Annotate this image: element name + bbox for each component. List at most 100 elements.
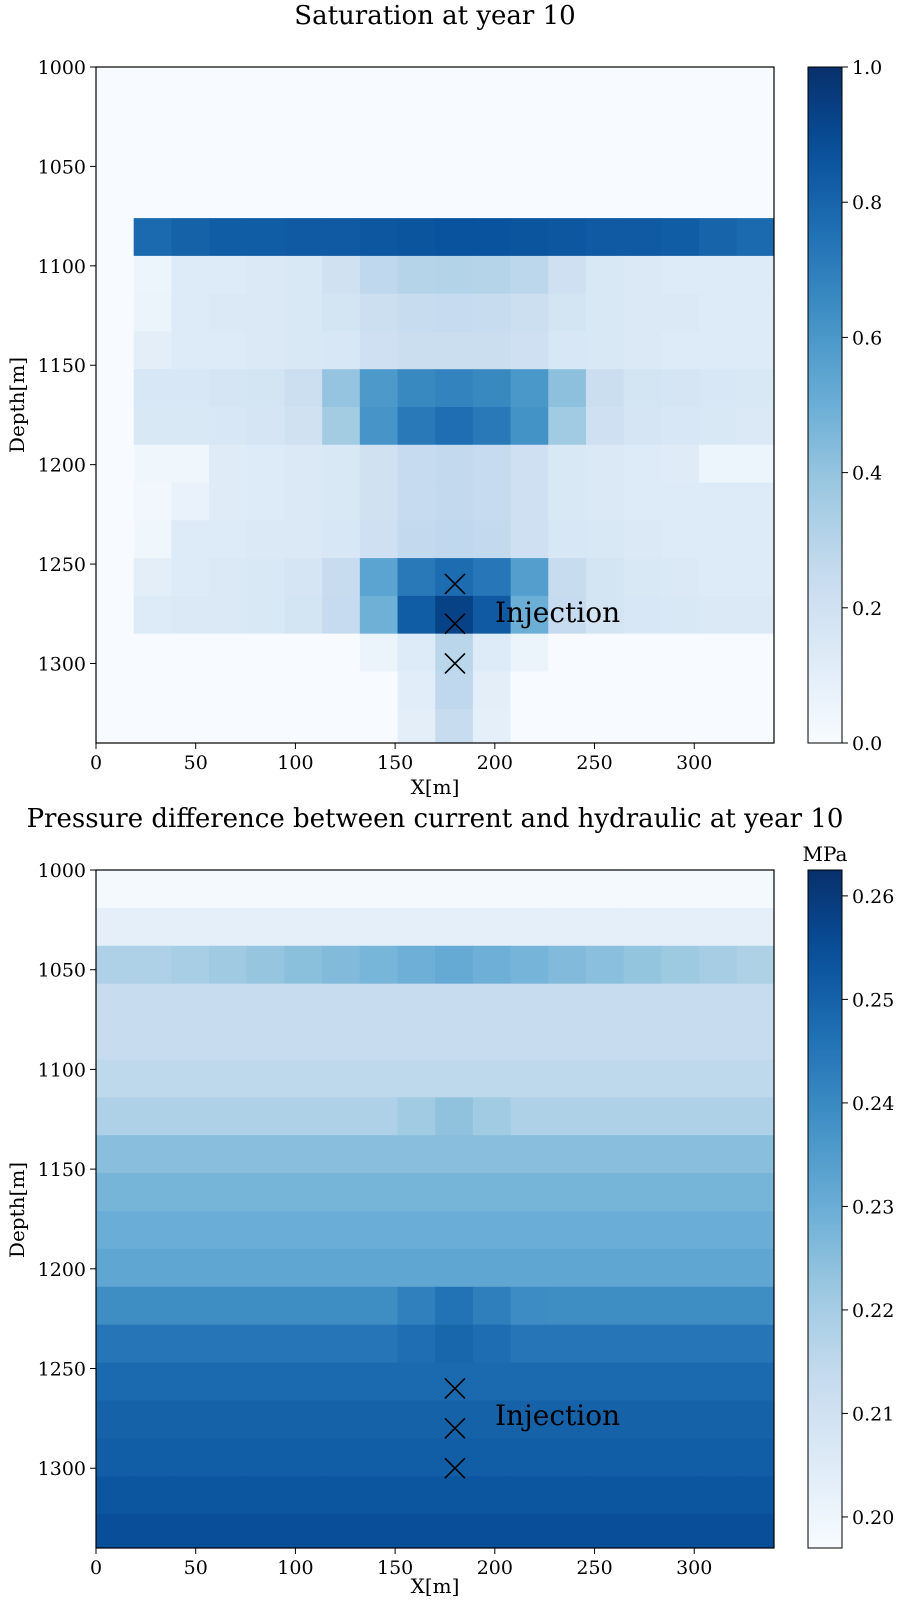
heatmap-cell	[736, 1324, 775, 1364]
heatmap-cell	[661, 1248, 700, 1288]
heatmap-cell	[472, 520, 512, 559]
heatmap-cell	[548, 218, 587, 257]
heatmap-cell	[699, 444, 738, 484]
heatmap-cell	[359, 1173, 399, 1212]
heatmap-cell	[585, 482, 625, 521]
heatmap-cell	[322, 369, 361, 408]
x-tick-label: 50	[184, 1557, 208, 1579]
heatmap-cell	[585, 671, 625, 710]
heatmap-cell	[171, 1514, 210, 1549]
heatmap-cell	[548, 633, 587, 672]
heatmap-cell	[209, 180, 248, 219]
injection-marker	[444, 1377, 466, 1400]
heatmap-cell	[209, 709, 248, 744]
heatmap-cell	[322, 406, 361, 446]
x-tick-label: 150	[377, 1557, 413, 1579]
heatmap-cell	[510, 1097, 549, 1136]
heatmap-cell	[397, 1362, 436, 1401]
colorbar-tick-label: 0.22	[852, 1300, 894, 1322]
heatmap-cell	[209, 558, 248, 597]
heatmap-cell	[585, 369, 625, 408]
heatmap-cell	[96, 1248, 135, 1288]
heatmap-cell	[133, 104, 172, 144]
heatmap-cell	[171, 633, 210, 672]
heatmap-cell	[736, 331, 775, 370]
heatmap-cell	[623, 180, 662, 219]
heatmap-cell	[510, 1210, 549, 1250]
heatmap-cell	[472, 406, 512, 446]
heatmap-cell	[736, 1514, 775, 1549]
heatmap-cell	[96, 520, 135, 559]
heatmap-cell	[585, 67, 625, 106]
heatmap-cell	[510, 1324, 549, 1364]
heatmap-cell	[472, 67, 512, 106]
heatmap-cell	[472, 1400, 512, 1439]
heatmap-cell	[510, 218, 549, 257]
injection-marker	[444, 1457, 466, 1479]
heatmap-cell	[435, 1286, 474, 1326]
heatmap-cell	[585, 1438, 625, 1477]
heatmap-cell	[96, 1135, 135, 1174]
heatmap-cell	[246, 218, 285, 257]
heatmap-cell	[397, 331, 436, 370]
heatmap-cell	[585, 1514, 625, 1549]
heatmap-cell	[359, 331, 399, 370]
heatmap-cell	[284, 1286, 323, 1326]
heatmap-cell	[623, 709, 662, 744]
heatmap-cell	[435, 520, 474, 559]
heatmap-cell	[96, 1097, 135, 1136]
heatmap-cell	[359, 67, 399, 106]
heatmap-cell	[284, 1097, 323, 1136]
x-tick-label: 200	[477, 752, 513, 774]
heatmap-cell	[397, 1400, 436, 1439]
heatmap-cell	[284, 1059, 323, 1098]
heatmap-cell	[284, 369, 323, 408]
heatmap-cell	[246, 1173, 285, 1212]
heatmap-cell	[246, 1059, 285, 1098]
y-tick-label: 1300	[38, 1458, 86, 1480]
heatmap-cell	[736, 1400, 775, 1439]
heatmap-cell	[699, 331, 738, 370]
heatmap-cell	[623, 870, 662, 909]
heatmap-cell	[435, 331, 474, 370]
heatmap-cell	[133, 520, 172, 559]
heatmap-cell	[171, 870, 210, 909]
heatmap-cell	[284, 1438, 323, 1477]
heatmap-cell	[472, 218, 512, 257]
heatmap-cell	[435, 444, 474, 484]
heatmap-cell	[661, 104, 700, 144]
heatmap-cell	[246, 180, 285, 219]
heatmap-cell	[322, 1324, 361, 1364]
heatmap-cell	[359, 907, 399, 947]
heatmap-cell	[548, 406, 587, 446]
heatmap-cell	[435, 907, 474, 947]
colorbar-ticks: 0.20 0.21 0.22 0.23 0.24 0.25 0.26	[842, 886, 894, 1529]
heatmap-cell	[623, 255, 662, 295]
heatmap-cell	[133, 180, 172, 219]
heatmap-cell	[699, 907, 738, 947]
heatmap-cell	[548, 595, 587, 635]
heatmap-cell	[246, 1362, 285, 1401]
heatmap-cell	[623, 983, 662, 1023]
heatmap-cell	[209, 945, 248, 985]
heatmap-cell	[585, 180, 625, 219]
heatmap-cell	[359, 218, 399, 257]
heatmap-cell	[322, 1362, 361, 1401]
heatmap-cell	[209, 907, 248, 947]
heatmap-cell	[699, 255, 738, 295]
heatmap-cell	[171, 595, 210, 635]
heatmap-cell	[472, 331, 512, 370]
heatmap-cell	[661, 1021, 700, 1060]
heatmap-cell	[322, 1173, 361, 1212]
heatmap-cell	[585, 1324, 625, 1364]
heatmap-cell	[171, 1097, 210, 1136]
heatmap-cell	[284, 671, 323, 710]
heatmap-cell	[133, 945, 172, 985]
heatmap-cell	[548, 1514, 587, 1549]
heatmap-cell	[171, 1324, 210, 1364]
heatmap-cell	[435, 1324, 474, 1364]
heatmap-cell	[699, 633, 738, 672]
heatmap-cell	[359, 180, 399, 219]
heatmap-cell	[359, 104, 399, 144]
heatmap-cell	[284, 482, 323, 521]
